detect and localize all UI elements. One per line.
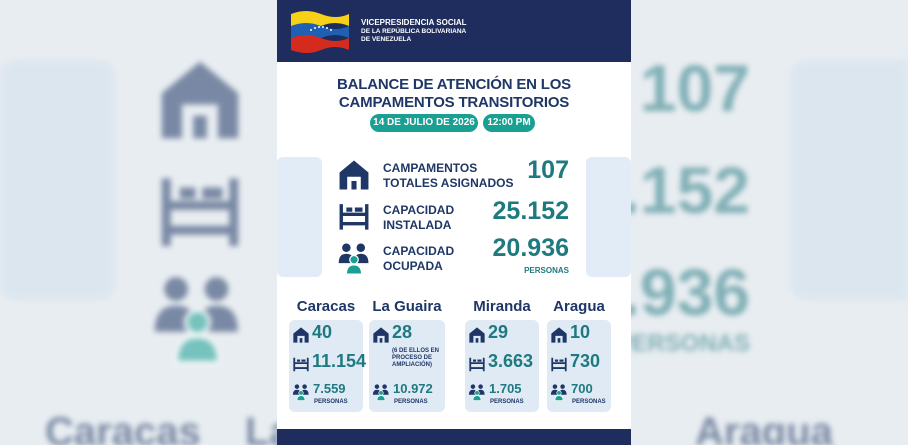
org-name: DE LA REPÚBLICA BOLIVARIANA — [361, 28, 467, 35]
region-camps: 28 — [392, 322, 413, 342]
house-icon — [337, 158, 371, 192]
bed-icon — [292, 355, 310, 373]
stat-value: 107 — [527, 156, 569, 184]
title: BALANCE DE ATENCIÓN EN LOS — [337, 76, 571, 93]
region-occupied: 10.972 — [393, 381, 433, 396]
house-icon — [468, 326, 486, 344]
org-name: VICEPRESIDENCIA SOCIAL — [361, 18, 467, 27]
bg-card — [790, 60, 908, 300]
stat-label: TOTALES ASIGNADOS — [383, 176, 514, 190]
people-icon — [372, 383, 390, 401]
stat-label: INSTALADA — [383, 218, 452, 232]
people-icon — [292, 383, 310, 401]
title: CAMPAMENTOS TRANSITORIOS — [338, 94, 570, 111]
region-unit: PERSONAS — [490, 399, 524, 405]
side-strip — [586, 157, 631, 277]
region-camps: 10 — [570, 322, 591, 342]
bed-icon — [337, 199, 371, 233]
bg-region: Caracas — [45, 410, 201, 445]
region-capacity: 11.154 — [312, 351, 367, 371]
region-name: La Guaira — [372, 298, 442, 315]
stat-label: CAPACIDAD — [383, 244, 455, 258]
region-camps: 29 — [488, 322, 509, 342]
stat-label: OCUPADA — [383, 259, 443, 273]
header-band: VICEPRESIDENCIA SOCIAL DE LA REPÚBLICA B… — [277, 0, 631, 62]
bed-icon — [468, 355, 486, 373]
region-name: Aragua — [553, 298, 605, 315]
house-icon — [550, 326, 568, 344]
stat-value: 20.936 — [492, 234, 569, 262]
region-unit: PERSONAS — [314, 399, 348, 405]
bg-region: Aragua — [695, 410, 833, 445]
region-note: (6 DE ELLOS EN PROCESO DE AMPLIACIÓN) — [392, 348, 440, 368]
region-occupied: 700 — [571, 381, 593, 396]
people-icon — [550, 383, 568, 401]
bg-unit: PERSONAS — [615, 330, 750, 357]
footer-band — [277, 429, 631, 445]
bg-value: 107 — [639, 51, 750, 125]
flag — [291, 11, 349, 53]
people-icon — [337, 241, 371, 275]
house-icon — [372, 326, 390, 344]
side-strip — [277, 157, 322, 277]
time-pill: 12:00 PM — [483, 114, 535, 132]
region-occupied: 7.559 — [313, 381, 346, 396]
stat-unit: PERSONAS — [524, 266, 569, 275]
region-unit: PERSONAS — [394, 399, 428, 405]
bg-bed-icon — [155, 165, 245, 255]
bg-house-icon — [155, 55, 245, 145]
date-pill: 14 DE JULIO DE 2026 — [370, 114, 478, 132]
bg-card — [0, 60, 115, 300]
region-unit: PERSONAS — [572, 399, 606, 405]
org-name: DE VENEZUELA — [361, 36, 412, 43]
stat-label: CAPACIDAD — [383, 203, 455, 217]
region-name: Miranda — [473, 298, 531, 315]
region-capacity: 730 — [570, 351, 601, 371]
region-capacity: 3.663 — [488, 351, 534, 371]
stat-value: 25.152 — [492, 197, 569, 225]
infographic: VICEPRESIDENCIA SOCIAL DE LA REPÚBLICA B… — [277, 0, 631, 445]
bed-icon — [550, 355, 568, 373]
house-icon — [292, 326, 310, 344]
people-icon — [468, 383, 486, 401]
bg-people-icon — [150, 270, 245, 365]
region-occupied: 1.705 — [489, 381, 522, 396]
region-camps: 40 — [312, 322, 333, 342]
stat-label: CAMPAMENTOS — [383, 161, 478, 175]
region-name: Caracas — [296, 298, 356, 315]
